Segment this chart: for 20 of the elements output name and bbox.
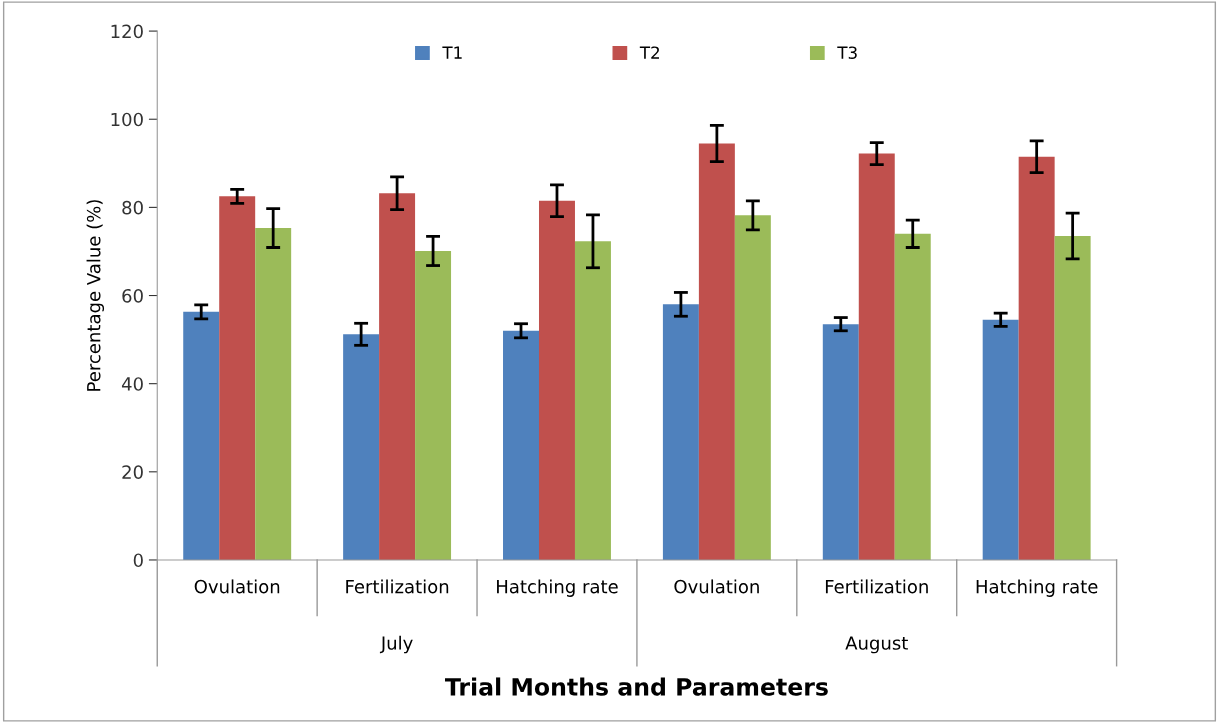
y-tick-label: 40 [121, 377, 143, 391]
y-axis-title: Percentage Value (%) [86, 200, 105, 391]
text: July [379, 635, 413, 654]
y-tick-label: 100 [111, 112, 143, 127]
y-tick-label: 20 [122, 465, 143, 479]
x-tick-label: Hatching rate [976, 579, 1098, 597]
y-tick-label: 0 [133, 553, 143, 568]
x-tick-label: Fertilization [825, 579, 928, 594]
legend-label: T2 [639, 46, 659, 59]
legend-label: T1 [442, 46, 462, 59]
x-axis-title: Trial Months and Parameters [445, 677, 828, 696]
y-tick-label: 120 [111, 24, 143, 39]
x-tick-label: Ovulation [674, 579, 759, 594]
x-tick-label: Hatching rate [497, 579, 618, 597]
x-tick-label: Ovulation [194, 579, 280, 594]
legend-label: T3 [837, 46, 857, 59]
text: August [845, 636, 908, 654]
x-tick-label: Fertilization [346, 579, 449, 594]
y-tick-label: 80 [122, 200, 143, 215]
y-tick-label: 60 [122, 288, 143, 303]
